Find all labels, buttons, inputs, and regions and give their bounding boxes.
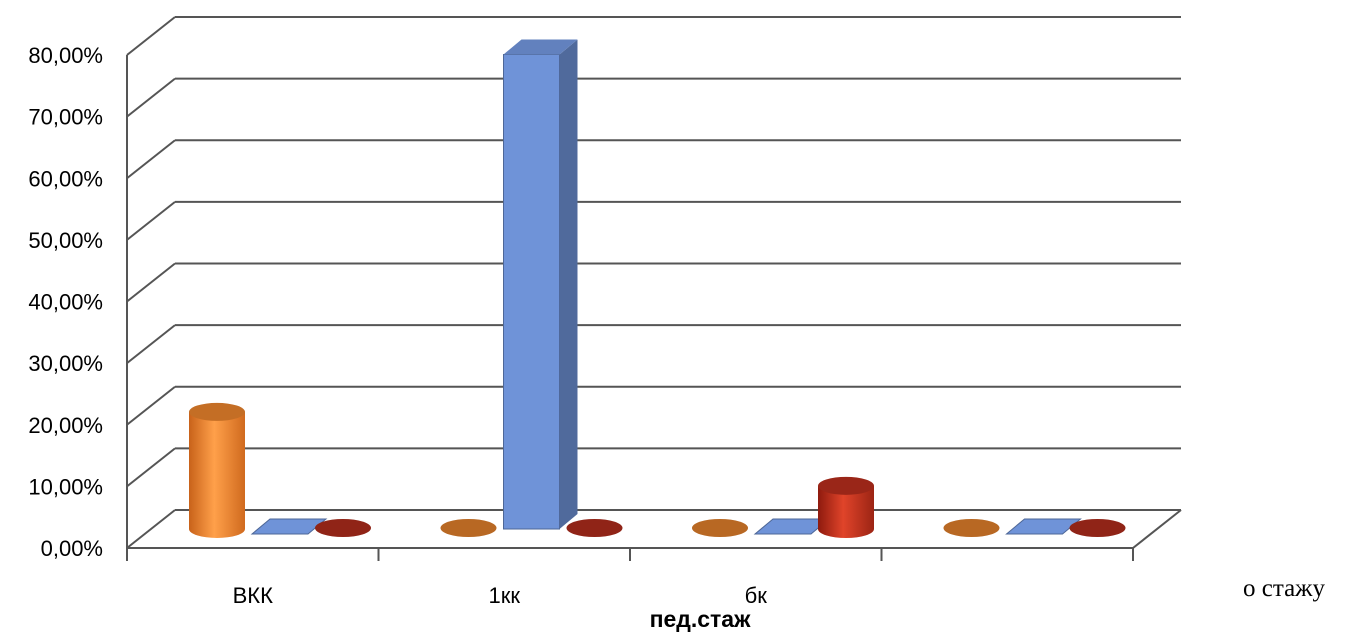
bar xyxy=(503,39,578,530)
bar-zero xyxy=(692,519,748,537)
bar-zero xyxy=(753,518,831,535)
bar-body xyxy=(189,411,245,538)
bar xyxy=(440,519,497,537)
y-tick-label: 20,00% xyxy=(28,413,103,438)
bar xyxy=(1069,519,1126,537)
y-tick-label: 0,00% xyxy=(41,536,103,561)
floor-edge xyxy=(1132,509,1182,549)
bar xyxy=(818,476,874,538)
bar xyxy=(943,519,1000,537)
gridline-wall xyxy=(126,262,176,303)
bar-top xyxy=(818,476,874,495)
gridlines xyxy=(126,16,1181,549)
bar-zero xyxy=(1069,519,1126,537)
y-tick-label: 70,00% xyxy=(28,105,103,130)
chart-floor xyxy=(126,509,1182,561)
gridline-wall xyxy=(126,201,176,241)
bar-body xyxy=(818,485,874,538)
y-tick-label: 10,00% xyxy=(28,474,103,499)
bar xyxy=(566,519,623,537)
bar-zero xyxy=(566,519,623,537)
gridline-wall xyxy=(126,509,176,549)
gridline-wall xyxy=(126,139,176,180)
bar-zero xyxy=(250,518,328,535)
y-tick-label: 30,00% xyxy=(28,351,103,376)
gridline-wall xyxy=(126,16,176,56)
y-tick-label: 60,00% xyxy=(28,166,103,191)
bar xyxy=(1005,518,1082,535)
bar-zero xyxy=(440,519,497,537)
gridline-wall xyxy=(126,385,176,426)
bar xyxy=(753,518,831,535)
y-tick-label: 40,00% xyxy=(28,290,103,315)
bar xyxy=(692,519,748,537)
y-axis-tick-labels: 0,00% 10,00% 20,00% 30,00% 40,00% 50,00% 60,00… xyxy=(28,43,103,561)
bar-zero xyxy=(943,519,1000,537)
bar-front xyxy=(503,53,560,530)
gridline-wall xyxy=(126,324,176,364)
bars xyxy=(189,39,1126,538)
x-category-label: 1кк xyxy=(489,583,521,608)
x-category-label: бк xyxy=(745,583,768,608)
bar xyxy=(250,518,328,535)
x-axis-category-labels: ВКК 1кк бк xyxy=(233,583,768,608)
gridline-wall xyxy=(126,77,176,118)
y-tick-label: 80,00% xyxy=(28,43,103,68)
bar-side xyxy=(559,39,578,530)
x-category-label: ВКК xyxy=(233,583,273,608)
bar-zero xyxy=(1005,518,1082,535)
side-text: о стажу xyxy=(1243,575,1325,602)
gridline-wall xyxy=(126,447,176,488)
bar xyxy=(315,519,371,537)
y-tick-label: 50,00% xyxy=(28,228,103,253)
bar-top xyxy=(189,402,245,421)
x-axis-title: пед.стаж xyxy=(650,606,752,632)
bar-top xyxy=(503,39,578,55)
bar-zero xyxy=(315,519,371,537)
bar xyxy=(189,402,245,538)
